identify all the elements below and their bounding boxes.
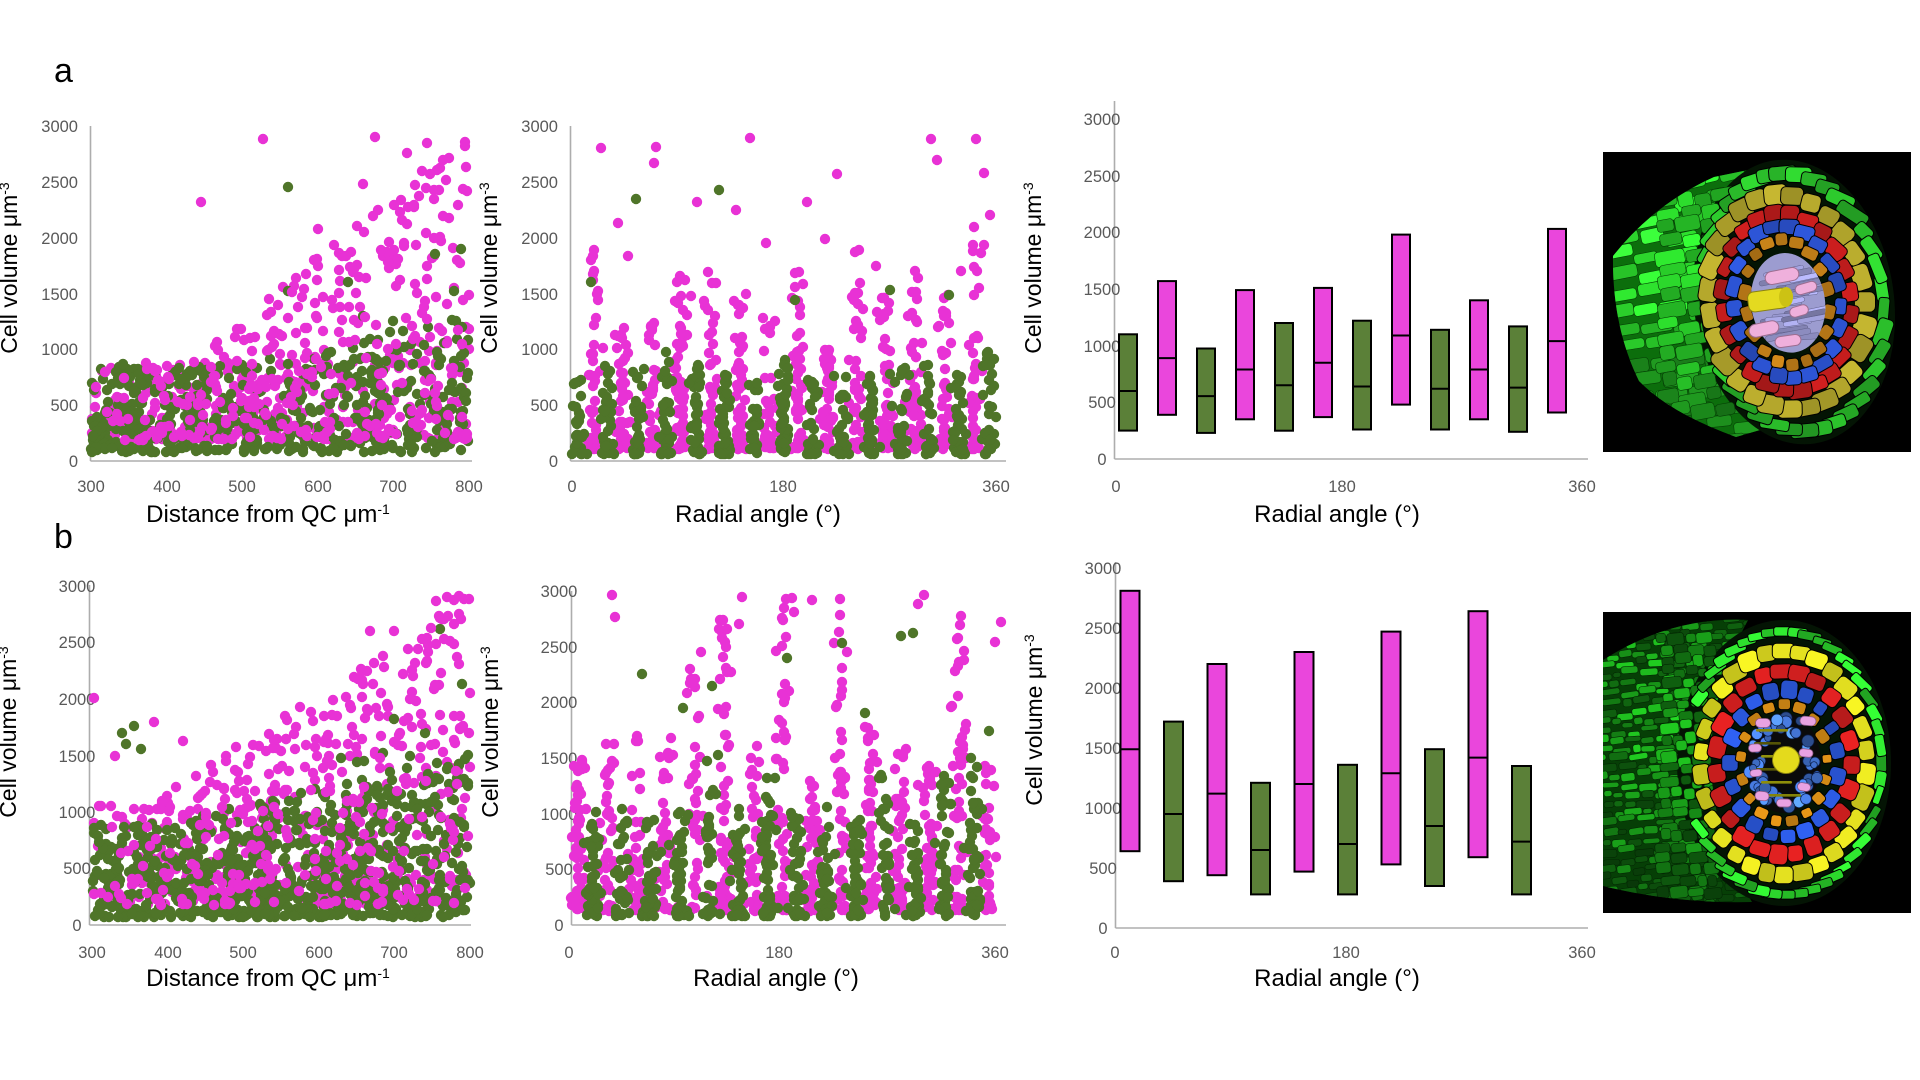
svg-text:500: 500 (545, 861, 573, 879)
svg-text:600: 600 (305, 944, 333, 962)
svg-text:360: 360 (1568, 478, 1596, 496)
svg-text:700: 700 (380, 944, 408, 962)
svg-text:3000: 3000 (1084, 111, 1121, 129)
svg-text:1000: 1000 (541, 806, 578, 824)
svg-text:0: 0 (549, 453, 558, 471)
svg-text:Radial angle (°): Radial angle (°) (675, 501, 841, 528)
svg-text:0: 0 (554, 917, 563, 935)
svg-text:800: 800 (455, 478, 483, 496)
svg-text:2500: 2500 (59, 634, 96, 652)
svg-text:1000: 1000 (59, 804, 96, 822)
svg-text:2000: 2000 (41, 230, 78, 248)
svg-text:0: 0 (1111, 478, 1120, 496)
svg-text:180: 180 (769, 478, 797, 496)
svg-text:2000: 2000 (521, 230, 558, 248)
svg-text:1500: 1500 (59, 748, 96, 766)
svg-text:1500: 1500 (541, 750, 578, 768)
svg-text:500: 500 (63, 860, 91, 878)
svg-text:500: 500 (228, 478, 256, 496)
svg-text:1500: 1500 (521, 286, 558, 304)
svg-text:180: 180 (1328, 478, 1356, 496)
svg-text:400: 400 (154, 944, 182, 962)
svg-text:3000: 3000 (521, 118, 558, 136)
svg-text:3000: 3000 (59, 578, 96, 596)
svg-text:360: 360 (981, 944, 1009, 962)
svg-text:500: 500 (530, 397, 558, 415)
svg-text:500: 500 (229, 944, 257, 962)
svg-text:Cell volume μm-3: Cell volume μm-3 (1020, 182, 1046, 354)
svg-text:2000: 2000 (59, 691, 96, 709)
svg-text:360: 360 (982, 478, 1010, 496)
svg-text:2500: 2500 (541, 639, 578, 657)
svg-text:Radial angle (°): Radial angle (°) (693, 965, 859, 992)
svg-text:1500: 1500 (41, 286, 78, 304)
svg-text:Distance from QC μm-1: Distance from QC μm-1 (146, 501, 390, 528)
svg-text:2500: 2500 (521, 174, 558, 192)
svg-text:Distance from QC μm-1: Distance from QC μm-1 (146, 965, 390, 992)
svg-text:3000: 3000 (41, 118, 78, 136)
svg-text:0: 0 (567, 478, 576, 496)
svg-text:0: 0 (72, 917, 81, 935)
svg-text:0: 0 (1097, 451, 1106, 469)
svg-text:Radial angle (°): Radial angle (°) (1254, 501, 1420, 528)
svg-text:1000: 1000 (41, 341, 78, 359)
svg-text:2000: 2000 (541, 694, 578, 712)
svg-text:1000: 1000 (521, 341, 558, 359)
svg-text:2500: 2500 (41, 174, 78, 192)
svg-text:1000: 1000 (1084, 338, 1121, 356)
svg-text:700: 700 (379, 478, 407, 496)
svg-text:180: 180 (765, 944, 793, 962)
svg-text:Cell volume μm-3: Cell volume μm-3 (476, 182, 502, 354)
svg-text:500: 500 (50, 397, 78, 415)
svg-text:0: 0 (564, 944, 573, 962)
svg-text:3000: 3000 (541, 583, 578, 601)
svg-text:2500: 2500 (1084, 168, 1121, 186)
svg-text:Cell volume μm-3: Cell volume μm-3 (0, 646, 21, 818)
svg-text:1500: 1500 (1084, 281, 1121, 299)
svg-text:300: 300 (78, 944, 106, 962)
svg-text:2000: 2000 (1084, 224, 1121, 242)
svg-text:300: 300 (77, 478, 105, 496)
svg-text:Cell volume μm-3: Cell volume μm-3 (0, 182, 22, 354)
svg-text:800: 800 (456, 944, 484, 962)
svg-text:Cell volume μm-3: Cell volume μm-3 (477, 646, 503, 818)
svg-text:600: 600 (304, 478, 332, 496)
svg-text:400: 400 (153, 478, 181, 496)
svg-text:0: 0 (69, 453, 78, 471)
svg-text:500: 500 (1088, 394, 1116, 412)
